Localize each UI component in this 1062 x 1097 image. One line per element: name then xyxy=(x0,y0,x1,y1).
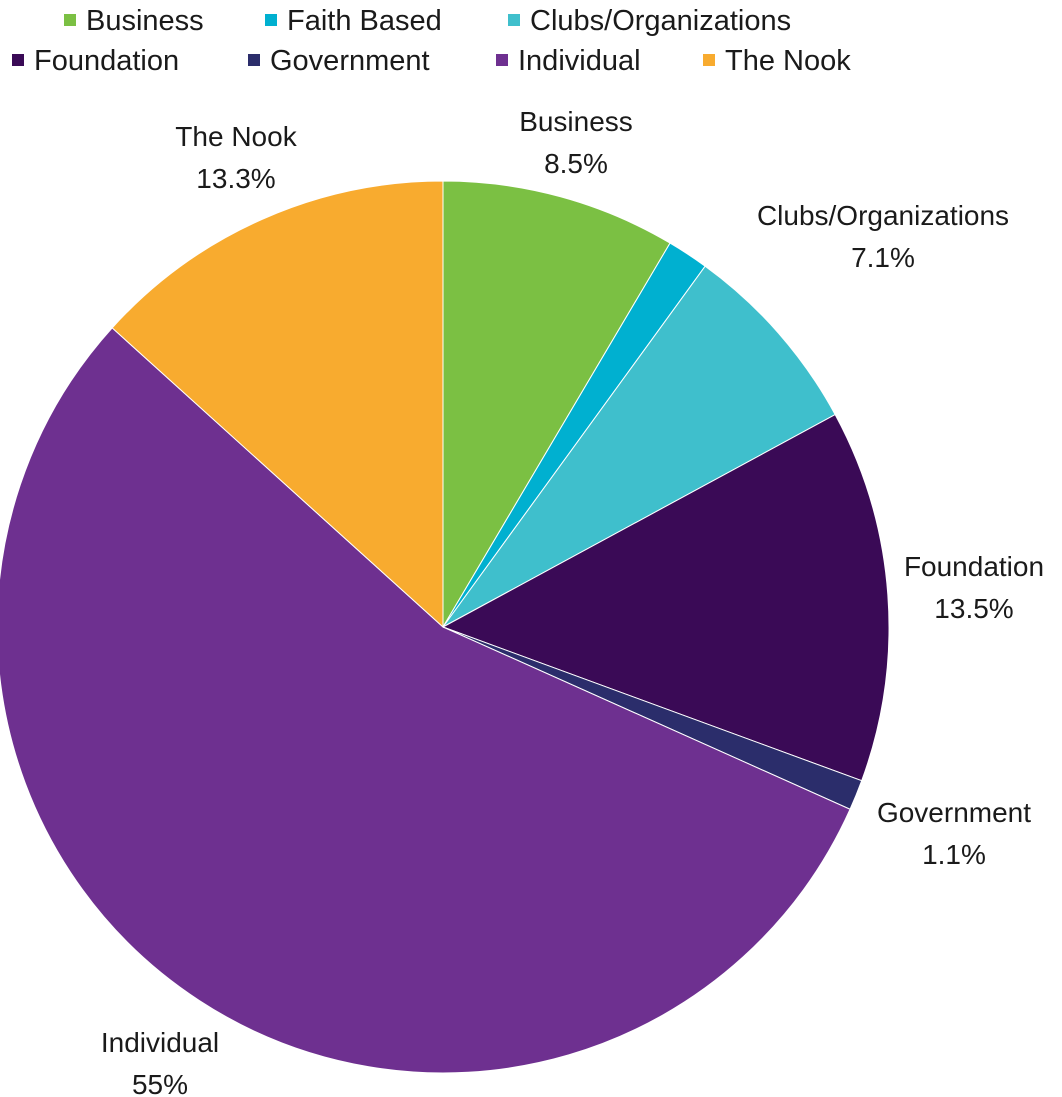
slice-label-name: Foundation xyxy=(904,551,1044,582)
pie-slice-business xyxy=(442,180,671,629)
legend-label: Individual xyxy=(518,45,641,77)
legend-swatch xyxy=(265,14,277,26)
legend: Business Faith Based Clubs/Organizations Fo… xyxy=(12,5,851,77)
slice-label-business: Business 8.5% xyxy=(519,106,633,179)
legend-label: Faith Based xyxy=(287,5,442,37)
legend-swatch xyxy=(64,14,76,26)
pie-slice-the-nook xyxy=(111,180,444,629)
legend-label: The Nook xyxy=(725,45,851,77)
slice-label-foundation: Foundation 13.5% xyxy=(904,551,1044,624)
legend-label: Government xyxy=(270,45,430,77)
legend-swatch xyxy=(496,54,508,66)
legend-label: Clubs/Organizations xyxy=(530,5,791,37)
legend-swatch xyxy=(703,54,715,66)
legend-item-individual: Individual xyxy=(496,45,641,77)
legend-swatch xyxy=(248,54,260,66)
legend-label: Business xyxy=(86,5,204,37)
pie-slice-foundation xyxy=(441,413,890,782)
slice-label-name: Individual xyxy=(101,1027,219,1058)
pie-slice-clubs-organizations xyxy=(442,265,836,628)
slice-label-name: Business xyxy=(519,106,633,137)
legend-label: Foundation xyxy=(34,45,179,77)
legend-swatch xyxy=(12,54,24,66)
slice-labels: Business 8.5% Clubs/Organizations 7.1% Found… xyxy=(101,106,1044,1097)
pie-slices xyxy=(0,180,890,1074)
pie-slice-individual xyxy=(0,327,851,1074)
slice-label-value: 13.5% xyxy=(934,593,1013,624)
slice-label-government: Government 1.1% xyxy=(877,797,1031,870)
slice-label-name: Clubs/Organizations xyxy=(757,200,1009,231)
slice-label-value: 8.5% xyxy=(544,148,608,179)
legend-item-clubs-organizations: Clubs/Organizations xyxy=(508,5,791,37)
legend-item-business: Business xyxy=(64,5,204,37)
legend-swatch xyxy=(508,14,520,26)
slice-label-clubs-organizations: Clubs/Organizations 7.1% xyxy=(757,200,1009,273)
slice-label-name: The Nook xyxy=(175,121,297,152)
slice-label-value: 1.1% xyxy=(922,839,986,870)
slice-label-value: 55% xyxy=(132,1069,188,1097)
legend-item-the-nook: The Nook xyxy=(703,45,851,77)
legend-item-foundation: Foundation xyxy=(12,45,179,77)
slice-label-the-nook: The Nook 13.3% xyxy=(175,121,297,194)
legend-item-faith-based: Faith Based xyxy=(265,5,442,37)
slice-label-value: 13.3% xyxy=(196,163,275,194)
legend-item-government: Government xyxy=(248,45,430,77)
slice-label-value: 7.1% xyxy=(851,242,915,273)
slice-label-name: Government xyxy=(877,797,1031,828)
slice-label-individual: Individual 55% xyxy=(101,1027,219,1097)
